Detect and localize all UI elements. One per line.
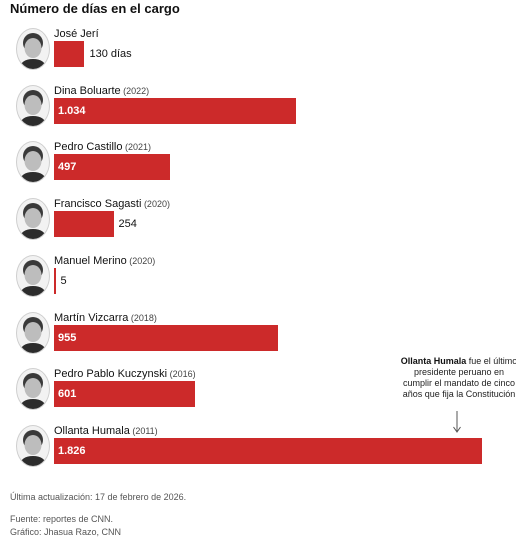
category-label: Pedro Pablo Kuczynski (2016) <box>54 368 196 380</box>
bar-row: Martín Vizcarra (2018) 955 <box>0 311 516 368</box>
annotation-bold-name: Ollanta Humala <box>400 356 467 366</box>
portrait-icon <box>19 373 47 410</box>
president-name: Pedro Castillo <box>54 141 123 154</box>
source-note: Fuente: reportes de CNN. <box>10 514 114 524</box>
bar-row: Ollanta Humala (2011) 1.826 <box>0 424 516 481</box>
bar-value-label: 130 días <box>89 48 132 60</box>
portrait-avatar <box>16 424 50 467</box>
portrait-avatar <box>16 84 50 127</box>
bar <box>54 154 171 181</box>
bar-row: Francisco Sagasti (2020) 254 <box>0 198 516 254</box>
portrait-icon <box>19 259 47 296</box>
portrait-icon <box>19 316 47 353</box>
bar-value-label: 1.034 <box>58 104 86 117</box>
bar-value-label: 254 <box>118 218 137 231</box>
portrait-icon <box>19 89 47 126</box>
bar-row: Pedro Pablo Kuczynski (2016) 601 <box>0 368 516 424</box>
bar-value-label: 497 <box>58 161 77 174</box>
bar-row: José Jerí 130 días <box>0 28 516 84</box>
category-label: Manuel Merino (2020) <box>54 255 155 267</box>
bar-row: Pedro Castillo (2021) 497 <box>0 141 516 197</box>
chart-title: Número de días en el cargo <box>10 1 180 16</box>
last-updated-note: Última actualización: 17 de febrero de 2… <box>10 492 187 502</box>
term-start-year: (2016) <box>167 369 196 380</box>
annotation-text: fue el último presidente peruano en cump… <box>402 356 516 399</box>
president-name: Martín Vizcarra <box>54 311 129 324</box>
term-start-year: (2018) <box>128 312 157 323</box>
category-label: Francisco Sagasti (2020) <box>54 198 170 210</box>
president-name: Ollanta Humala <box>54 424 130 437</box>
annotation-arrow-icon <box>453 411 461 433</box>
president-name: Manuel Merino <box>54 254 127 267</box>
portrait-avatar <box>16 368 50 411</box>
portrait-icon <box>19 146 47 183</box>
bar <box>54 97 297 124</box>
category-label: José Jerí <box>54 28 99 40</box>
bar <box>54 437 482 464</box>
portrait-avatar <box>16 141 50 184</box>
bar <box>54 211 114 238</box>
credit-note: Gráfico: Jhasua Razo, CNN <box>10 527 122 537</box>
bar-chart: José Jerí 130 días Dina Boluarte (2022) 1.0… <box>0 28 516 481</box>
portrait-avatar <box>16 198 50 241</box>
president-name: Francisco Sagasti <box>54 198 142 211</box>
president-name: Dina Boluarte <box>54 84 121 97</box>
portrait-icon <box>19 203 47 240</box>
president-name: Pedro Pablo Kuczynski <box>54 368 168 381</box>
bar-row: Dina Boluarte (2022) 1.034 <box>0 84 516 141</box>
bar-value-label: 955 <box>58 331 77 344</box>
category-label: Pedro Castillo (2021) <box>54 141 151 153</box>
term-start-year: (2020) <box>126 255 156 266</box>
bar-value-label: 5 <box>60 274 67 287</box>
category-label: Dina Boluarte (2022) <box>54 85 149 97</box>
bar <box>54 324 278 351</box>
bar-value-label: 601 <box>58 388 77 401</box>
term-start-year: (2011) <box>129 425 158 436</box>
bar <box>54 267 56 294</box>
portrait-avatar <box>16 311 50 354</box>
term-start-year: (2022) <box>120 85 150 96</box>
bar <box>54 41 85 67</box>
term-start-year: (2020) <box>141 199 170 210</box>
chart-annotation: Ollanta Humala fue el último presidente … <box>400 356 516 400</box>
bar-value-label: 1.826 <box>58 444 86 457</box>
president-name: José Jerí <box>54 28 99 40</box>
term-start-year: (2021) <box>122 142 152 153</box>
portrait-avatar <box>16 28 50 70</box>
bar-row: Manuel Merino (2020) 5 <box>0 254 516 311</box>
bar <box>54 381 195 408</box>
portrait-icon <box>19 33 47 69</box>
category-label: Martín Vizcarra (2018) <box>54 312 157 324</box>
category-label: Ollanta Humala (2011) <box>54 425 158 437</box>
portrait-avatar <box>16 254 50 297</box>
portrait-icon <box>19 429 47 466</box>
